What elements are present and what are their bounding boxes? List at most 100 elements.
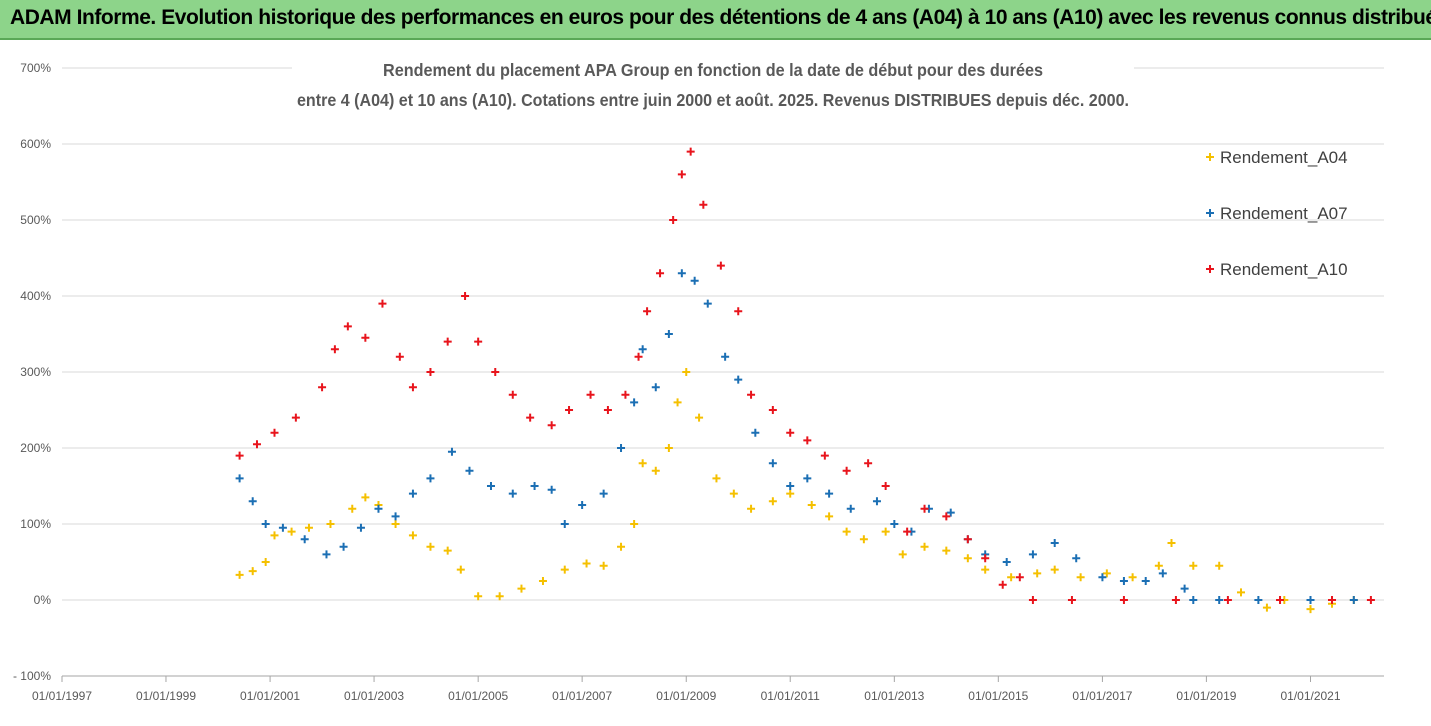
- data-point: [426, 474, 435, 483]
- data-point: [582, 559, 591, 568]
- data-point: [456, 565, 465, 574]
- data-point: [586, 390, 595, 399]
- data-point: [1002, 558, 1011, 566]
- data-point: [820, 451, 829, 460]
- data-point: [1167, 539, 1176, 547]
- data-point: [565, 406, 574, 414]
- data-point: [356, 523, 365, 532]
- data-point: [1067, 596, 1076, 604]
- chart-title-line2: entre 4 (A04) et 10 ans (A10). Cotations…: [297, 90, 1129, 110]
- data-point: [825, 512, 834, 521]
- data-point: [443, 546, 452, 555]
- data-point: [547, 485, 556, 494]
- data-point: [426, 368, 435, 376]
- data-point: [881, 482, 890, 490]
- data-point: [1128, 573, 1137, 582]
- data-point: [747, 504, 756, 513]
- data-point: [1007, 573, 1016, 582]
- data-point: [235, 474, 244, 483]
- x-tick-label: 01/01/2007: [552, 689, 612, 703]
- title-background: [292, 51, 1134, 115]
- data-point: [408, 531, 417, 540]
- data-point: [599, 561, 608, 570]
- data-point: [643, 307, 652, 316]
- data-point: [864, 459, 873, 468]
- data-point: [1102, 569, 1111, 578]
- data-point: [664, 444, 673, 452]
- data-point: [287, 527, 296, 536]
- data-point: [898, 550, 907, 559]
- data-point: [391, 512, 400, 521]
- data-point: [920, 542, 929, 551]
- data-point: [1189, 596, 1198, 604]
- data-point: [599, 489, 608, 498]
- data-point: [786, 482, 795, 490]
- data-point: [1141, 577, 1150, 585]
- data-point: [1050, 565, 1059, 574]
- legend-marker: [1206, 209, 1214, 217]
- data-point: [1033, 569, 1042, 578]
- data-point: [942, 546, 951, 555]
- data-point: [842, 466, 851, 475]
- data-point: [673, 398, 682, 407]
- data-point: [634, 352, 643, 361]
- data-point: [235, 570, 244, 579]
- data-point: [786, 489, 795, 498]
- data-point: [517, 584, 526, 593]
- data-point: [734, 375, 743, 384]
- header-banner: ADAM Informe. Evolution historique des p…: [0, 0, 1431, 40]
- data-point: [638, 459, 647, 468]
- data-point: [408, 489, 417, 498]
- data-point: [1015, 573, 1024, 582]
- data-point: [560, 520, 569, 528]
- data-point: [920, 504, 929, 513]
- chart-title-line1: Rendement du placement APA Group en fonc…: [383, 60, 1043, 80]
- data-point: [508, 489, 517, 498]
- data-point: [304, 523, 313, 532]
- data-point: [1276, 596, 1285, 604]
- data-point: [248, 567, 257, 576]
- data-point: [443, 337, 452, 346]
- data-point: [721, 352, 730, 361]
- x-tick-label: 01/01/2009: [656, 689, 716, 703]
- data-point: [630, 398, 639, 407]
- data-point: [890, 520, 899, 528]
- data-point: [686, 147, 695, 156]
- data-point: [716, 261, 725, 270]
- data-point: [1154, 561, 1163, 570]
- data-point: [946, 508, 955, 517]
- data-point: [1028, 550, 1037, 559]
- data-point: [343, 322, 352, 331]
- legend-marker: [1206, 153, 1214, 161]
- data-point: [603, 406, 612, 414]
- data-point: [261, 520, 270, 528]
- data-point: [235, 451, 244, 460]
- data-point: [447, 447, 456, 456]
- data-point: [1306, 605, 1315, 614]
- y-axis-ticks: - 100% 0% 100% 200% 300% 400% 500% 600% 700%: [13, 61, 51, 683]
- chart-marks: [235, 147, 1375, 614]
- data-point: [617, 542, 626, 551]
- data-point: [1098, 573, 1107, 582]
- data-point: [547, 421, 556, 430]
- data-point: [734, 307, 743, 316]
- chart-svg: - 100% 0% 100% 200% 300% 400% 500% 600% 700% 01/…: [13, 51, 1384, 703]
- data-point: [729, 489, 738, 498]
- data-point: [1180, 584, 1189, 593]
- chart-legend: Rendement_A04 Rendement_A07 Rendement_A10: [1206, 148, 1348, 279]
- data-point: [703, 299, 712, 308]
- data-point: [664, 330, 673, 338]
- data-point: [872, 497, 881, 506]
- legend-label: Rendement_A04: [1220, 148, 1348, 167]
- data-point: [677, 170, 686, 179]
- data-point: [963, 554, 972, 563]
- legend-label: Rendement_A07: [1220, 204, 1348, 223]
- data-point: [395, 352, 404, 361]
- data-point: [651, 466, 660, 475]
- data-point: [261, 558, 270, 566]
- data-point: [768, 406, 777, 414]
- data-point: [903, 527, 912, 536]
- data-point: [491, 368, 500, 376]
- data-point: [326, 520, 335, 528]
- data-point: [270, 531, 279, 540]
